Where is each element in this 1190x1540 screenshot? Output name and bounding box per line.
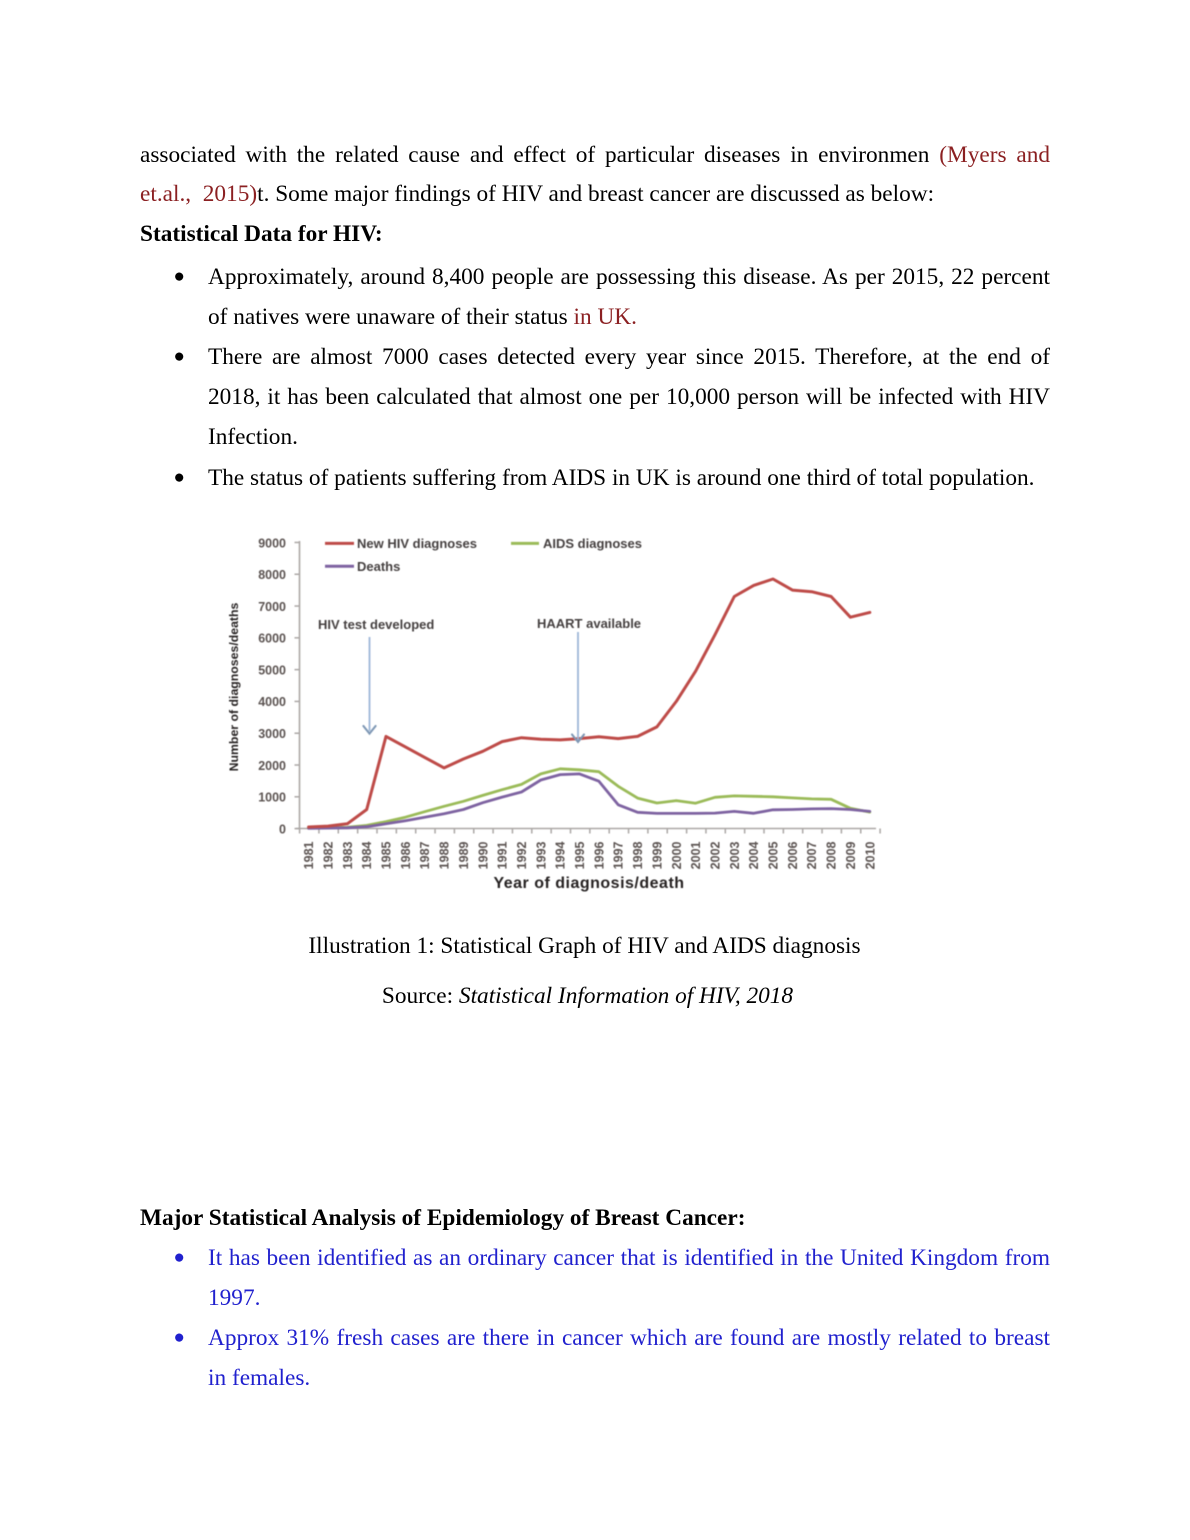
svg-text:2008: 2008 [825, 841, 839, 869]
svg-text:2000: 2000 [670, 841, 684, 869]
svg-text:New HIV diagnoses: New HIV diagnoses [357, 536, 477, 551]
svg-text:1998: 1998 [631, 841, 645, 869]
svg-text:1990: 1990 [476, 841, 490, 869]
svg-text:Number of diagnoses/deaths: Number of diagnoses/deaths [227, 602, 241, 771]
svg-text:8000: 8000 [258, 568, 286, 582]
svg-text:9000: 9000 [258, 536, 286, 550]
svg-text:2006: 2006 [786, 841, 800, 869]
svg-text:2009: 2009 [844, 841, 858, 869]
svg-text:1983: 1983 [341, 841, 355, 869]
svg-text:1994: 1994 [554, 841, 568, 869]
svg-text:1987: 1987 [418, 841, 432, 869]
svg-text:1999: 1999 [650, 841, 664, 869]
svg-text:0: 0 [279, 822, 286, 836]
svg-text:3000: 3000 [258, 727, 286, 741]
svg-text:2001: 2001 [689, 841, 703, 869]
svg-text:1993: 1993 [534, 841, 548, 869]
svg-text:1982: 1982 [321, 841, 335, 869]
svg-text:Year of diagnosis/death: Year of diagnosis/death [493, 875, 684, 892]
svg-text:2005: 2005 [767, 841, 781, 869]
svg-text:2004: 2004 [747, 841, 761, 869]
svg-text:1981: 1981 [302, 841, 316, 869]
svg-text:AIDS diagnoses: AIDS diagnoses [543, 536, 642, 551]
svg-text:4000: 4000 [258, 695, 286, 709]
svg-text:1992: 1992 [515, 841, 529, 869]
svg-text:1988: 1988 [438, 841, 452, 869]
svg-text:2002: 2002 [708, 841, 722, 869]
svg-text:Deaths: Deaths [357, 559, 400, 574]
svg-text:1000: 1000 [258, 791, 286, 805]
svg-text:2007: 2007 [805, 841, 819, 869]
svg-text:1991: 1991 [496, 841, 510, 869]
svg-text:2010: 2010 [863, 841, 877, 869]
svg-text:7000: 7000 [258, 600, 286, 614]
svg-text:HIV test developed: HIV test developed [318, 617, 434, 632]
svg-text:1985: 1985 [380, 841, 394, 869]
svg-text:HAART available: HAART available [537, 616, 641, 631]
svg-text:1996: 1996 [592, 841, 606, 869]
svg-text:6000: 6000 [258, 632, 286, 646]
svg-text:1986: 1986 [399, 841, 413, 869]
svg-text:2000: 2000 [258, 759, 286, 773]
svg-text:1989: 1989 [457, 841, 471, 869]
svg-text:2003: 2003 [728, 841, 742, 869]
svg-text:1995: 1995 [573, 841, 587, 869]
svg-text:1997: 1997 [612, 841, 626, 869]
svg-text:5000: 5000 [258, 663, 286, 677]
svg-text:1984: 1984 [360, 841, 374, 869]
